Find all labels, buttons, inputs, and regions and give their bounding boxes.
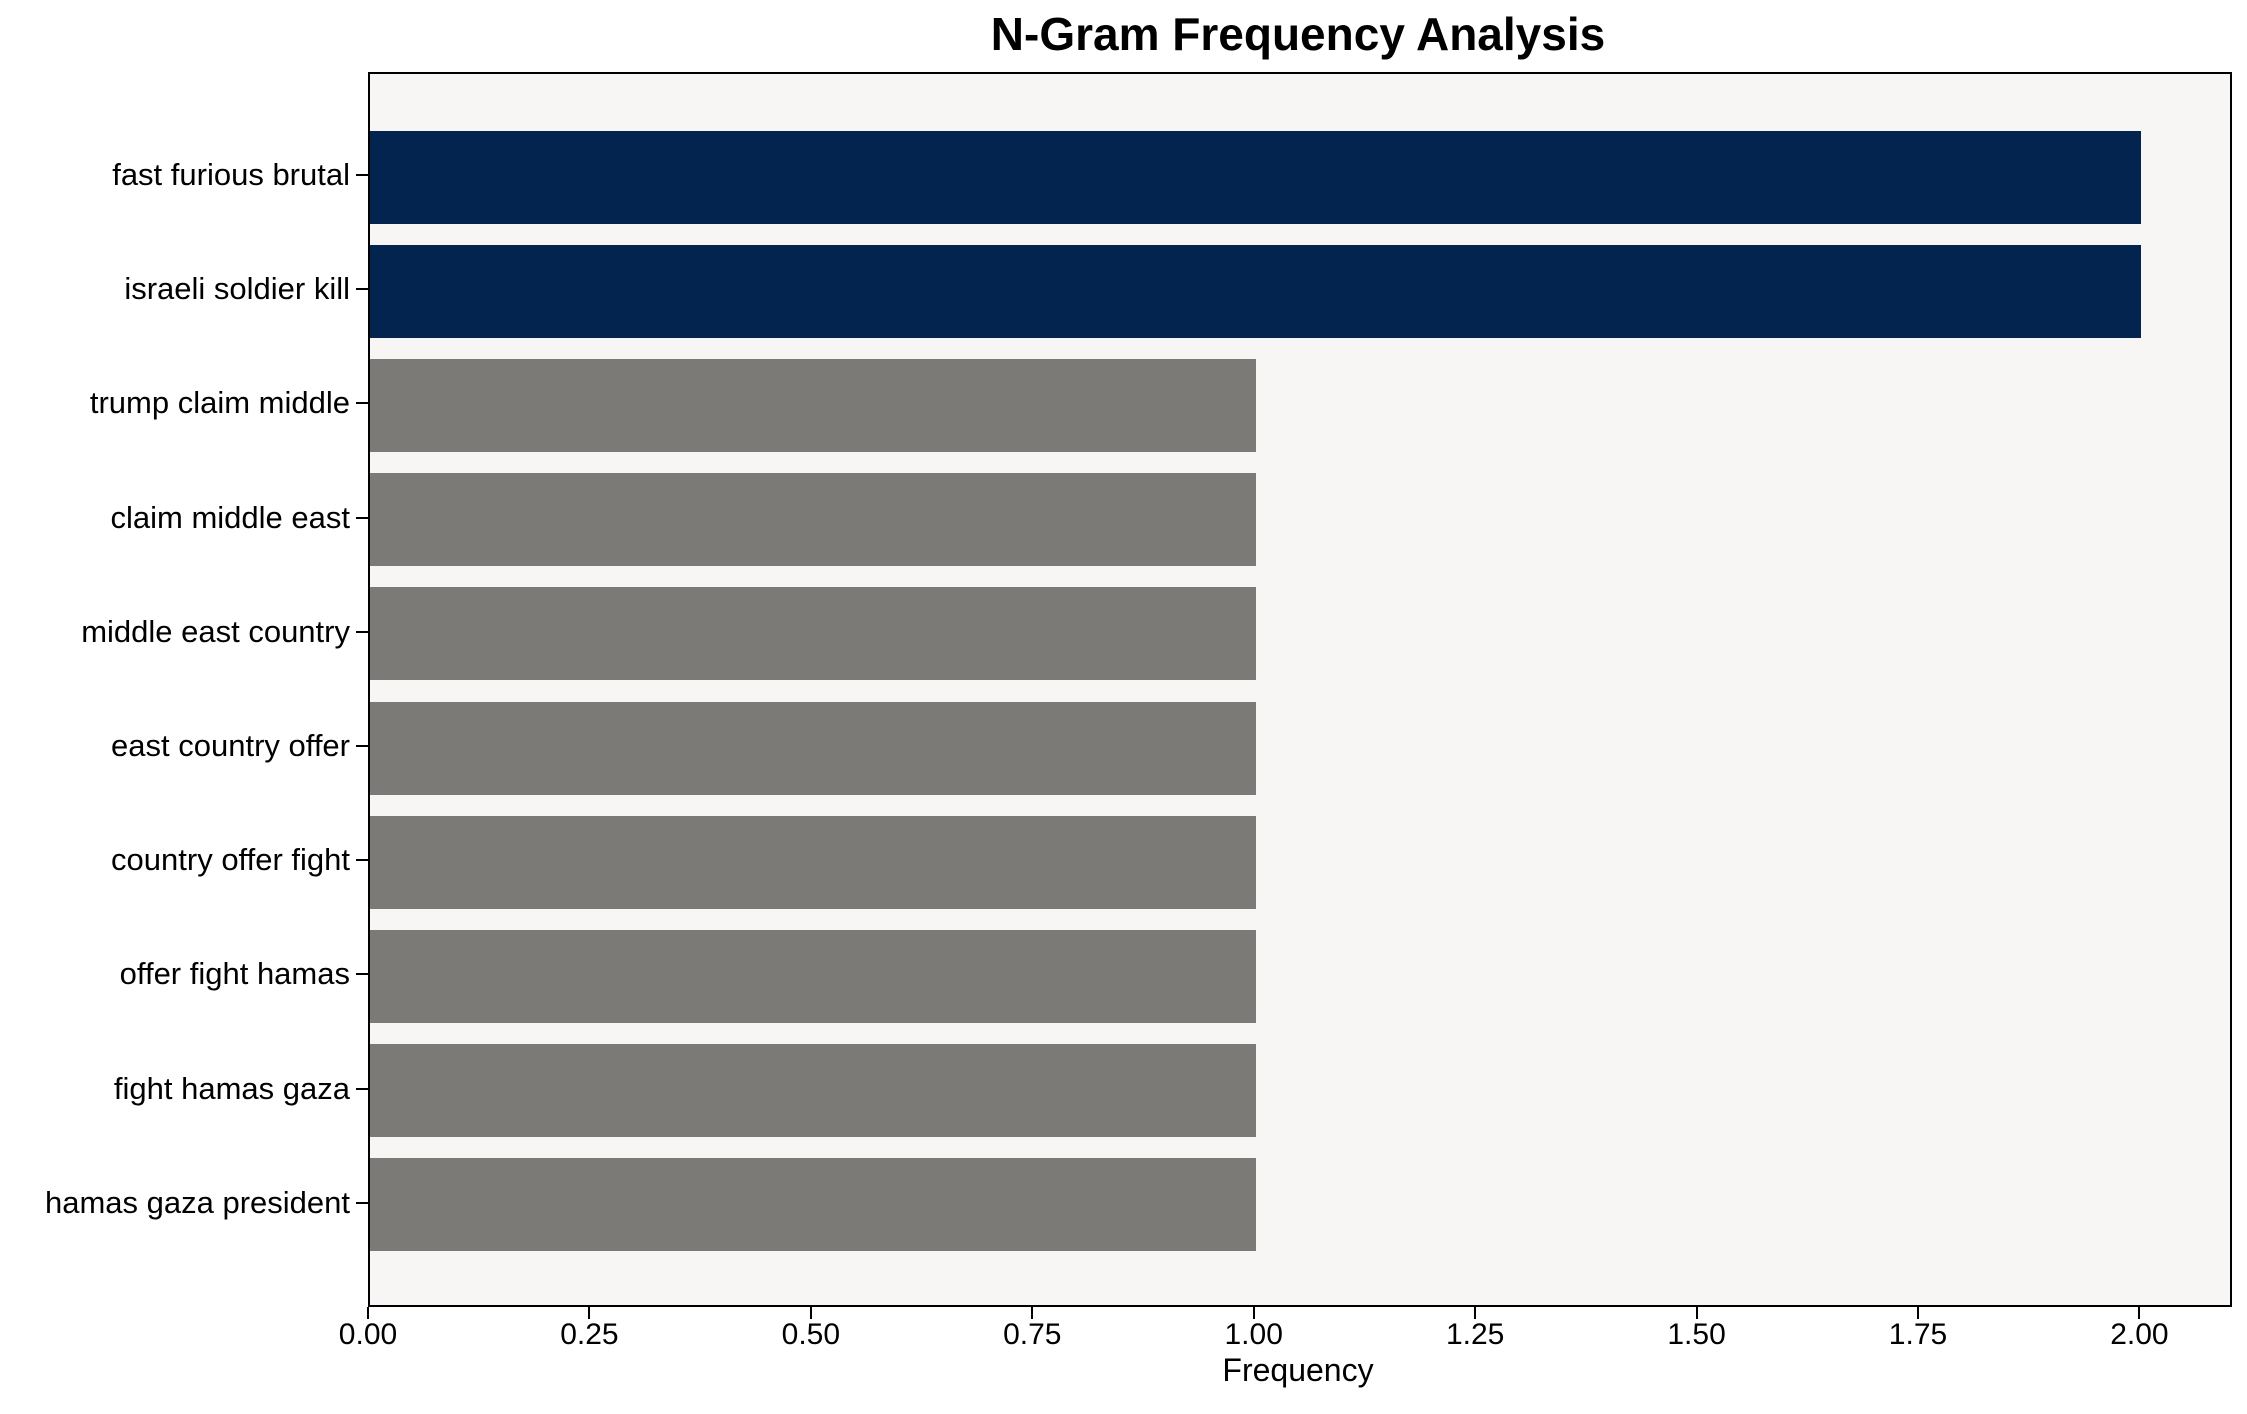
bar-fast-furious-brutal: [370, 130, 2142, 224]
y-tick-label-israeli-soldier-kill: israeli soldier kill: [124, 271, 350, 307]
bar-trump-claim-middle: [370, 358, 1256, 452]
x-tick-mark: [809, 1307, 812, 1319]
x-tick-label-1.50: 1.50: [1667, 1318, 1726, 1351]
y-tick-mark: [356, 630, 368, 633]
x-axis-label: Frequency: [1222, 1352, 1374, 1388]
x-tick-mark: [1474, 1307, 1477, 1319]
bar-hamas-gaza-president: [370, 1158, 1256, 1252]
y-tick-label-fast-furious-brutal: fast furious brutal: [112, 157, 350, 192]
bar-east-country-offer: [370, 701, 1256, 795]
bar-fight-hamas-gaza: [370, 1044, 1256, 1138]
y-tick-mark: [356, 745, 368, 747]
y-tick-label-claim-middle-east: claim middle east: [110, 499, 350, 535]
x-tick-label-2.00: 2.00: [2110, 1318, 2169, 1351]
y-tick-mark: [356, 973, 368, 976]
x-tick-mark: [1031, 1307, 1034, 1319]
y-tick-mark: [356, 859, 368, 862]
y-tick-mark: [356, 516, 368, 519]
y-tick-mark: [356, 174, 368, 176]
y-tick-label-offer-fight-hamas: offer fight hamas: [119, 956, 350, 992]
y-tick-mark: [356, 1201, 368, 1204]
x-tick-mark: [1695, 1307, 1698, 1319]
chart-title: N-Gram Frequency Analysis: [990, 8, 1606, 60]
y-tick-label-trump-claim-middle: trump claim middle: [89, 385, 350, 421]
bar-israeli-soldier-kill: [370, 244, 2142, 338]
x-tick-mark: [1252, 1307, 1255, 1319]
x-tick-label-0.00: 0.00: [338, 1318, 398, 1351]
bar-claim-middle-east: [370, 473, 1256, 567]
x-tick-label-0.75: 0.75: [1003, 1318, 1062, 1351]
y-tick-label-country-offer-fight: country offer fight: [111, 842, 350, 878]
x-tick-label-0.50: 0.50: [781, 1318, 841, 1351]
x-tick-mark: [2138, 1307, 2141, 1319]
y-tick-mark: [356, 1087, 368, 1090]
y-tick-label-east-country-offer: east country offer: [111, 728, 350, 763]
y-tick-label-fight-hamas-gaza: fight hamas gaza: [113, 1070, 350, 1106]
plot-area: [368, 72, 2232, 1307]
bar-country-offer-fight: [370, 815, 1256, 909]
x-tick-mark: [588, 1307, 591, 1319]
x-tick-mark: [1917, 1307, 1919, 1319]
x-tick-label-0.25: 0.25: [560, 1318, 619, 1351]
x-tick-mark: [367, 1307, 369, 1319]
y-tick-label-hamas-gaza-president: hamas gaza president: [44, 1184, 350, 1220]
y-tick-mark: [356, 402, 368, 405]
x-tick-label-1.00: 1.00: [1224, 1318, 1283, 1351]
x-tick-label-1.75: 1.75: [1888, 1318, 1948, 1351]
y-tick-label-middle-east-country: middle east country: [81, 613, 350, 649]
y-tick-mark: [356, 288, 368, 291]
x-tick-label-1.25: 1.25: [1445, 1318, 1505, 1351]
bar-middle-east-country: [370, 587, 1256, 681]
bar-offer-fight-hamas: [370, 929, 1256, 1023]
